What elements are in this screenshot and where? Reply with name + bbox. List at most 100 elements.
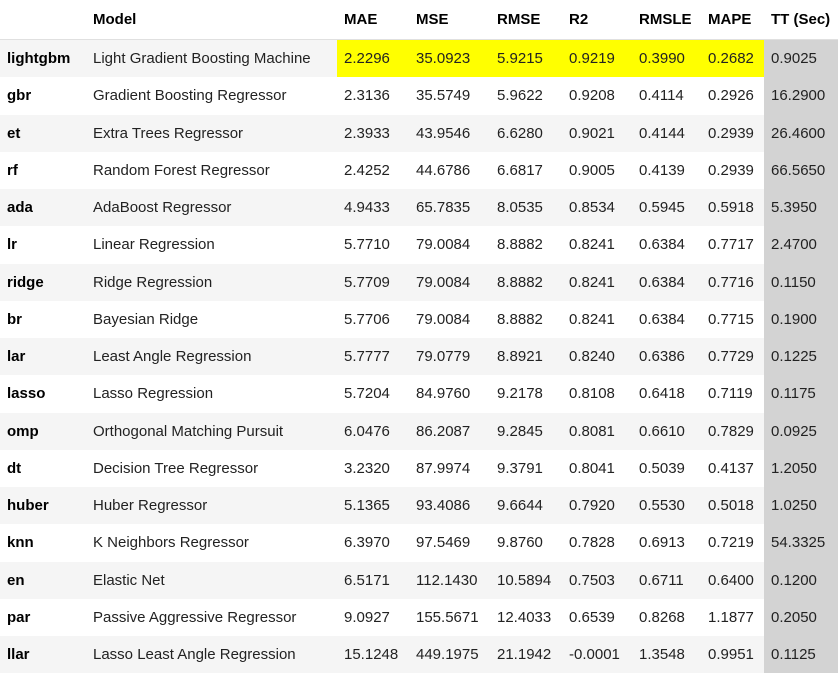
cell-rmse: 5.9622 xyxy=(490,77,562,114)
cell-rmse: 9.6644 xyxy=(490,487,562,524)
cell-model-name: Least Angle Regression xyxy=(86,338,337,375)
cell-mse: 79.0779 xyxy=(409,338,490,375)
cell-mae: 9.0927 xyxy=(337,599,409,636)
cell-model-name: Elastic Net xyxy=(86,562,337,599)
cell-tt-sec: 5.3950 xyxy=(764,189,838,226)
cell-model-id: lar xyxy=(0,338,86,375)
cell-rmse: 12.4033 xyxy=(490,599,562,636)
cell-mae: 5.7777 xyxy=(337,338,409,375)
cell-rmse: 9.8760 xyxy=(490,524,562,561)
cell-rmse: 9.3791 xyxy=(490,450,562,487)
header-rmse: RMSE xyxy=(490,0,562,40)
cell-tt-sec: 0.1175 xyxy=(764,375,838,412)
cell-rmsle: 0.6384 xyxy=(632,226,701,263)
header-mae: MAE xyxy=(337,0,409,40)
cell-rmsle: 0.5945 xyxy=(632,189,701,226)
cell-rmsle: 0.6711 xyxy=(632,562,701,599)
cell-mse: 449.1975 xyxy=(409,636,490,673)
cell-tt-sec: 0.9025 xyxy=(764,40,838,78)
cell-rmsle: 0.6418 xyxy=(632,375,701,412)
cell-model-id: rf xyxy=(0,152,86,189)
cell-mape: 0.2939 xyxy=(701,152,764,189)
cell-rmsle: 0.4139 xyxy=(632,152,701,189)
cell-mape: 0.7716 xyxy=(701,264,764,301)
cell-mape: 0.7219 xyxy=(701,524,764,561)
cell-r2: 0.7828 xyxy=(562,524,632,561)
cell-tt-sec: 0.1900 xyxy=(764,301,838,338)
cell-model-name: Random Forest Regressor xyxy=(86,152,337,189)
cell-rmsle: 0.5530 xyxy=(632,487,701,524)
cell-tt-sec: 0.0925 xyxy=(764,413,838,450)
cell-mape: 0.7717 xyxy=(701,226,764,263)
cell-rmse: 10.5894 xyxy=(490,562,562,599)
cell-mape: 0.5918 xyxy=(701,189,764,226)
cell-mape: 0.9951 xyxy=(701,636,764,673)
cell-rmsle: 0.6384 xyxy=(632,301,701,338)
cell-model-name: Passive Aggressive Regressor xyxy=(86,599,337,636)
cell-mape: 0.2939 xyxy=(701,115,764,152)
cell-r2: 0.9021 xyxy=(562,115,632,152)
cell-mae: 5.7710 xyxy=(337,226,409,263)
header-mape: MAPE xyxy=(701,0,764,40)
cell-rmse: 8.8921 xyxy=(490,338,562,375)
header-tt-sec: TT (Sec) xyxy=(764,0,838,40)
cell-model-id: dt xyxy=(0,450,86,487)
cell-model-id: lightgbm xyxy=(0,40,86,78)
header-index xyxy=(0,0,86,40)
cell-model-id: en xyxy=(0,562,86,599)
header-r2: R2 xyxy=(562,0,632,40)
cell-mape: 0.7119 xyxy=(701,375,764,412)
cell-tt-sec: 1.0250 xyxy=(764,487,838,524)
cell-rmse: 8.0535 xyxy=(490,189,562,226)
cell-mae: 2.3933 xyxy=(337,115,409,152)
cell-model-name: Light Gradient Boosting Machine xyxy=(86,40,337,78)
cell-model-id: huber xyxy=(0,487,86,524)
cell-mae: 3.2320 xyxy=(337,450,409,487)
cell-tt-sec: 0.1150 xyxy=(764,264,838,301)
cell-mse: 44.6786 xyxy=(409,152,490,189)
header-model: Model xyxy=(86,0,337,40)
cell-r2: 0.7503 xyxy=(562,562,632,599)
cell-model-name: Bayesian Ridge xyxy=(86,301,337,338)
header-rmsle: RMSLE xyxy=(632,0,701,40)
cell-mae: 4.9433 xyxy=(337,189,409,226)
cell-model-id: gbr xyxy=(0,77,86,114)
cell-mse: 79.0084 xyxy=(409,226,490,263)
cell-mse: 65.7835 xyxy=(409,189,490,226)
cell-model-name: Lasso Regression xyxy=(86,375,337,412)
cell-tt-sec: 0.1125 xyxy=(764,636,838,673)
cell-rmse: 6.6280 xyxy=(490,115,562,152)
cell-mape: 0.7715 xyxy=(701,301,764,338)
cell-rmsle: 0.5039 xyxy=(632,450,701,487)
cell-mse: 86.2087 xyxy=(409,413,490,450)
cell-r2: 0.8108 xyxy=(562,375,632,412)
cell-mape: 0.4137 xyxy=(701,450,764,487)
cell-model-name: Decision Tree Regressor xyxy=(86,450,337,487)
cell-model-id: br xyxy=(0,301,86,338)
cell-rmse: 5.9215 xyxy=(490,40,562,78)
cell-rmse: 8.8882 xyxy=(490,226,562,263)
cell-r2: 0.8081 xyxy=(562,413,632,450)
cell-mape: 1.1877 xyxy=(701,599,764,636)
cell-rmse: 6.6817 xyxy=(490,152,562,189)
cell-mae: 2.4252 xyxy=(337,152,409,189)
cell-rmsle: 1.3548 xyxy=(632,636,701,673)
cell-rmsle: 0.6384 xyxy=(632,264,701,301)
cell-model-name: AdaBoost Regressor xyxy=(86,189,337,226)
cell-mse: 93.4086 xyxy=(409,487,490,524)
cell-rmsle: 0.4114 xyxy=(632,77,701,114)
cell-r2: 0.8534 xyxy=(562,189,632,226)
cell-model-name: Orthogonal Matching Pursuit xyxy=(86,413,337,450)
